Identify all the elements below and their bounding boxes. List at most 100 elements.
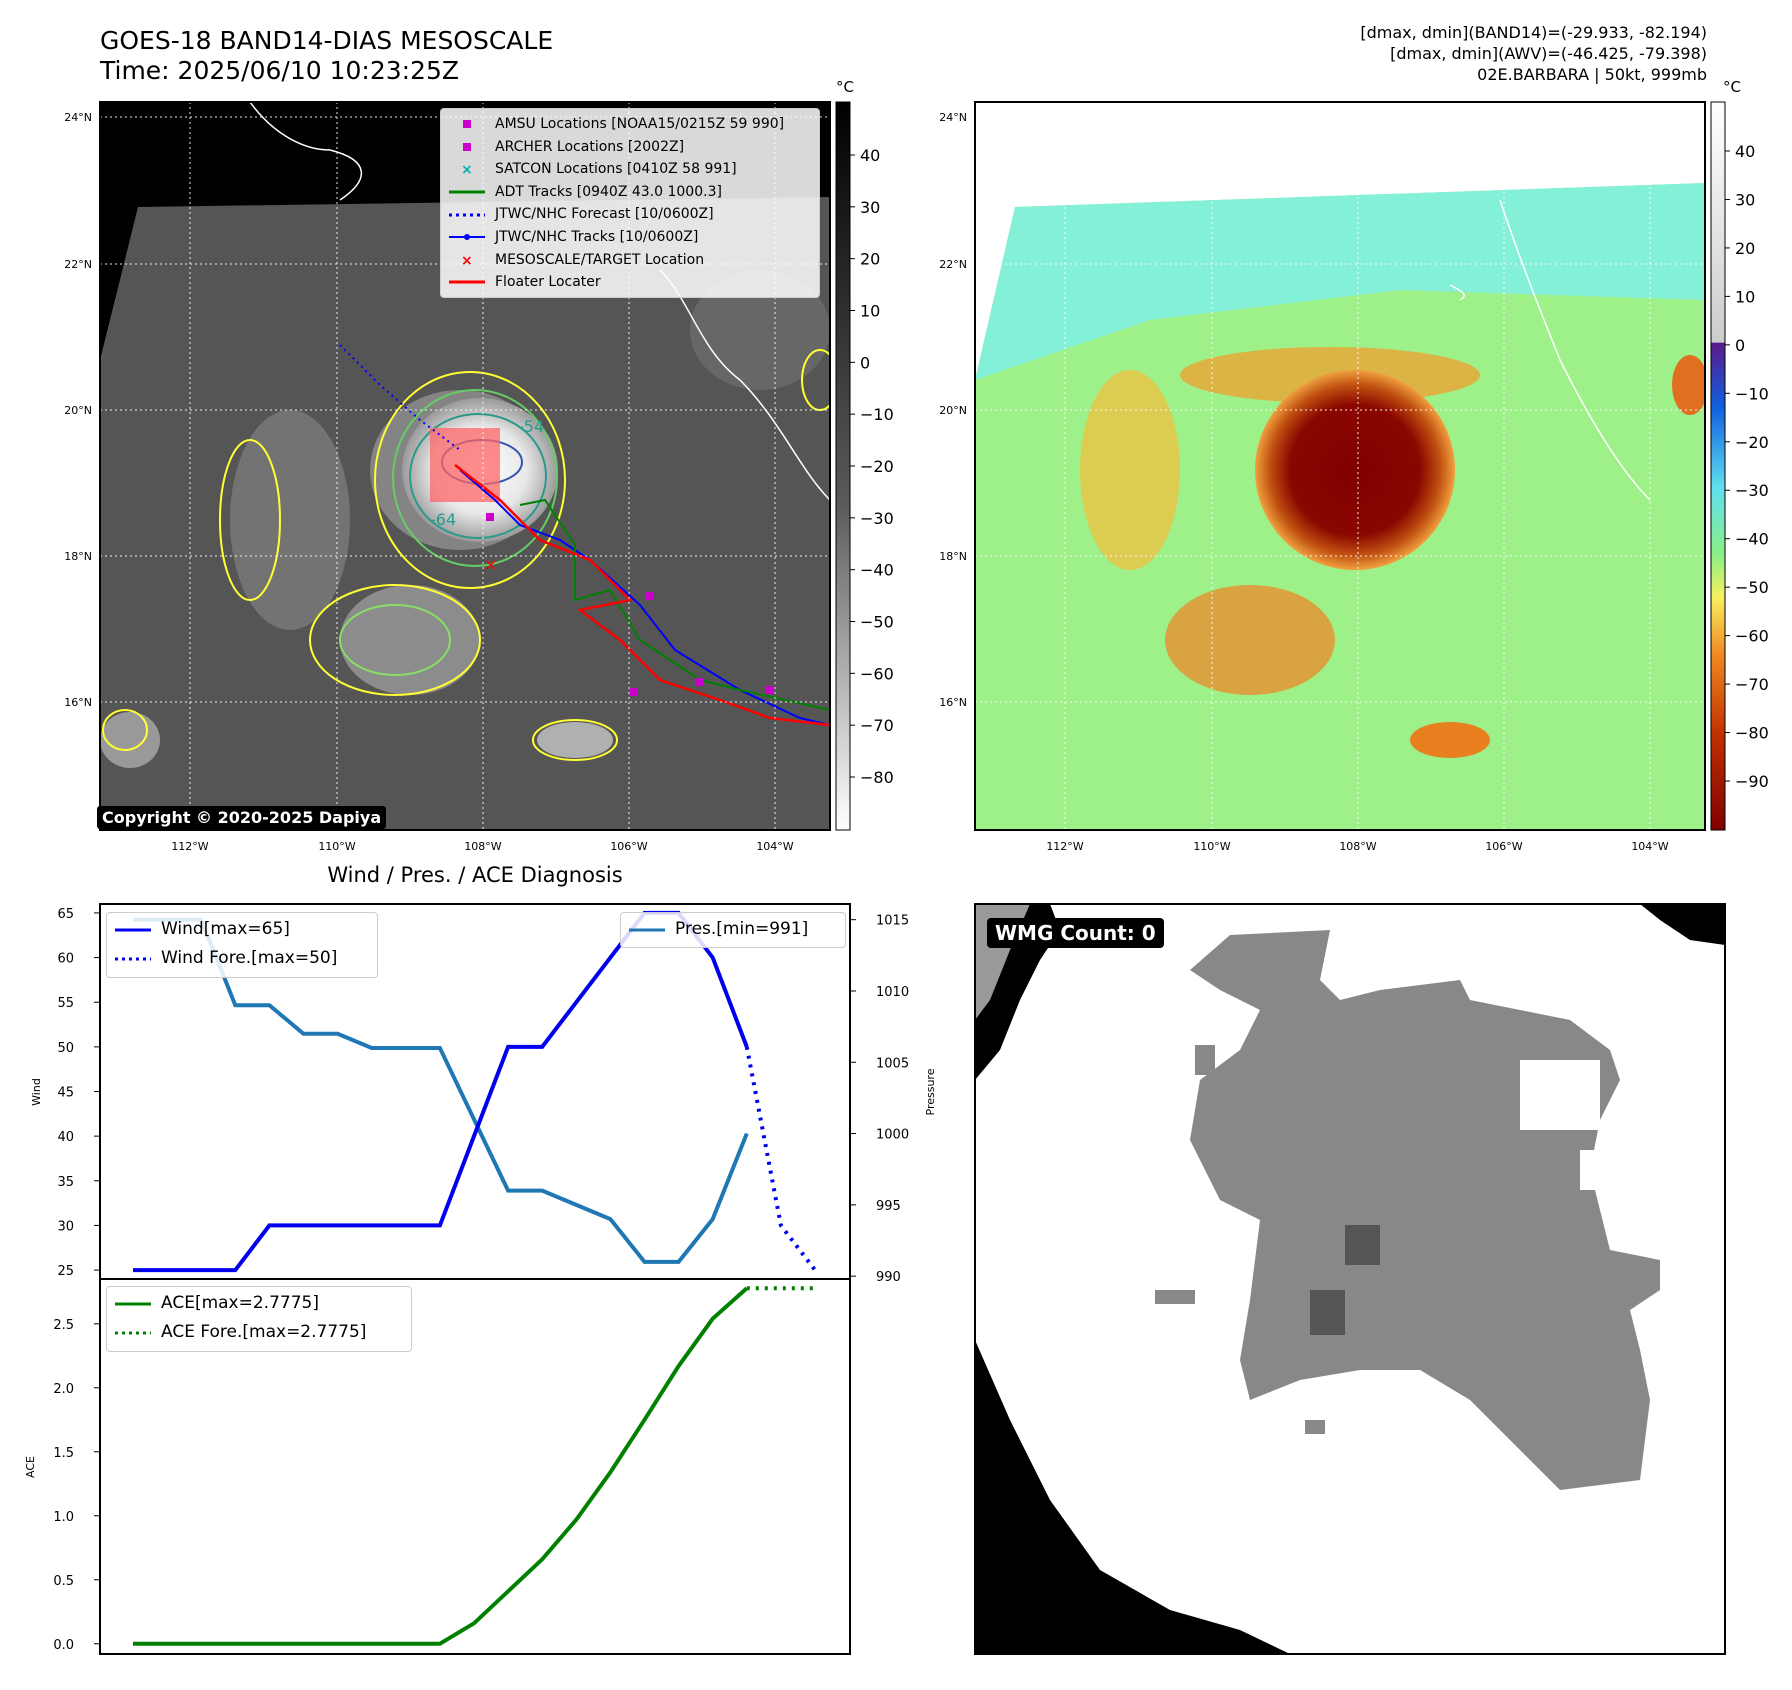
ir-lat-16: 16°N — [64, 696, 92, 709]
contour-teal-core — [409, 413, 547, 539]
contour-yellow-band-west — [219, 439, 281, 601]
wind-tick-label: 45 — [57, 1086, 74, 1101]
wmg-count-label: WMG Count: 0 — [987, 918, 1164, 948]
pressure-tick-label: 1015 — [876, 914, 909, 929]
wind-tick-label: 35 — [57, 1175, 74, 1190]
awv-lon-106: 106°W — [1485, 840, 1522, 853]
wind-legend: Wind[max=65] Wind Fore.[max=50] — [106, 912, 378, 978]
copyright-label: Copyright © 2020-2025 Dapiya — [97, 806, 387, 829]
map-legend-item: AMSU Locations [NOAA15/0215Z 59 990] — [447, 113, 813, 136]
cloud-band-west — [230, 410, 350, 630]
title-line-2: Time: 2025/06/10 10:23:25Z — [100, 56, 459, 85]
legend-label: JTWC/NHC Forecast [10/0600Z] — [495, 206, 714, 223]
pressure-legend: Pres.[min=991] — [620, 912, 846, 948]
map-legend-item: × SATCON Locations [0410Z 58 991] — [447, 158, 813, 181]
ir-map-lon-labels: 112°W 110°W 108°W 106°W 104°W — [171, 840, 793, 853]
legend-swatch — [115, 928, 151, 931]
jtwc-best-track — [459, 469, 830, 726]
awv-cold-north — [975, 183, 1705, 380]
awv-colorbar-tick-label: −80 — [1735, 724, 1769, 743]
adt-track — [519, 498, 830, 711]
ir-colorbar-tick-label: 10 — [860, 302, 880, 321]
awv-lon-112: 112°W — [1046, 840, 1083, 853]
ir-lat-18: 18°N — [64, 550, 92, 563]
contour-green-band-sw — [339, 604, 451, 676]
awv-cyclone-core — [1255, 370, 1455, 570]
legend-label: AMSU Locations [NOAA15/0215Z 59 990] — [495, 116, 785, 132]
wmg-frame — [974, 903, 1726, 1655]
contour-label-64: -64 — [430, 510, 456, 529]
ir-colorbar-tick-label: −20 — [860, 457, 894, 476]
ir-colorbar-tick-label: −60 — [860, 664, 894, 683]
legend-label: Floater Locater — [495, 274, 601, 291]
wind-tick-label: 50 — [57, 1041, 74, 1056]
awv-map-lat-labels: 24°N 22°N 20°N 18°N 16°N — [939, 111, 967, 709]
awv-colorbar-tick-label: −90 — [1735, 772, 1769, 791]
awv-colorbar-tick-label: −30 — [1735, 481, 1769, 500]
ir-colorbar-tick-label: −70 — [860, 716, 894, 735]
map-legend: AMSU Locations [NOAA15/0215Z 59 990] ARCH… — [440, 108, 820, 298]
ir-lat-20: 20°N — [64, 404, 92, 417]
awv-colorbar-tick-label: −60 — [1735, 627, 1769, 646]
awv-map-frame — [974, 101, 1706, 831]
ace-axis-label: ACE — [24, 1456, 37, 1478]
awv-colorbar-tick-label: 30 — [1735, 190, 1755, 209]
awv-colorbar-ticks: 40 30 20 10 0 −10 −20 −30 −40 −50 −60 −70 −80 −90 — [1725, 142, 1769, 791]
wind-tick-label: 40 — [57, 1130, 74, 1145]
legend-swatch — [463, 142, 471, 151]
ir-colorbar-ticks: 40 30 20 10 0 −10 −20 −30 −40 −50 −60 −70 −80 — [850, 146, 894, 787]
title-line-1: GOES-18 BAND14-DIAS MESOSCALE — [100, 26, 554, 55]
awv-lat-24: 24°N — [939, 111, 967, 124]
legend-swatch — [629, 928, 665, 931]
ir-lon-106: 106°W — [610, 840, 647, 853]
legend-swatch — [115, 1331, 151, 1334]
wmg-dark-spot-2 — [1310, 1290, 1345, 1335]
svg-text:×: × — [461, 253, 473, 267]
legend-swatch — [463, 120, 471, 129]
wind-tick-label: 65 — [57, 907, 74, 922]
legend-swatch — [115, 957, 151, 960]
awv-lat-18: 18°N — [939, 550, 967, 563]
cloud-band-southwest — [340, 585, 480, 695]
wmg-grey-patch-1 — [1155, 1290, 1195, 1304]
ir-map-lat-labels: 24°N 22°N 20°N 18°N 16°N — [64, 111, 92, 709]
legend-swatch — [449, 234, 485, 241]
amsu-marker-2 — [486, 513, 494, 521]
wmg-black-top-right — [1640, 904, 1725, 945]
pressure-legend-item: Pres.[min=991] — [627, 915, 839, 944]
map-legend-item: JTWC/NHC Forecast [10/0600Z] — [447, 203, 813, 226]
cloud-south-island — [537, 722, 613, 758]
awv-colorbar-tick-label: 40 — [1735, 142, 1755, 161]
ace-tick-label: 2.0 — [53, 1382, 74, 1397]
awv-colorbar-tick-label: −10 — [1735, 384, 1769, 403]
pressure-tick-label: 1000 — [876, 1128, 909, 1143]
ace-chart: 2.5 2.0 1.5 1.0 0.5 0.0 — [53, 1286, 816, 1653]
legend-label: Wind Fore.[max=50] — [161, 948, 338, 968]
ir-colorbar-tick-label: −40 — [860, 561, 894, 580]
wind-legend-item: Wind[max=65] — [113, 915, 371, 944]
awv-colorbar-tick-label: 20 — [1735, 239, 1755, 258]
wmg-white-hole-1 — [1520, 1060, 1600, 1130]
stats-text: [dmax, dmin](BAND14)=(-29.933, -82.194) … — [1360, 22, 1707, 85]
wmg-dark-spot-1 — [1345, 1225, 1380, 1265]
legend-swatch — [449, 190, 485, 194]
coastline-mainland — [659, 269, 830, 501]
ir-colorbar-tick-label: −80 — [860, 768, 894, 787]
ace-tick-label: 0.5 — [53, 1574, 74, 1589]
ir-lat-22: 22°N — [64, 258, 92, 271]
archer-marker-1 — [695, 678, 703, 686]
legend-label: ARCHER Locations [2002Z] — [495, 138, 685, 155]
pressure-tick-label: 990 — [876, 1270, 901, 1285]
contour-yellow-island — [532, 719, 618, 761]
ir-colorbar-tick-label: −50 — [860, 613, 894, 632]
ir-lon-104: 104°W — [756, 840, 793, 853]
wind-forecast-legend-item: Wind Fore.[max=50] — [113, 944, 371, 973]
awv-coastline-islands — [1449, 284, 1465, 301]
amsu-marker-1 — [646, 592, 654, 600]
legend-swatch: × — [461, 253, 473, 267]
map-legend-item: ARCHER Locations [2002Z] — [447, 136, 813, 159]
wmg-white-hole-2 — [1580, 1150, 1620, 1190]
ir-colorbar-tick-label: 20 — [860, 250, 880, 269]
